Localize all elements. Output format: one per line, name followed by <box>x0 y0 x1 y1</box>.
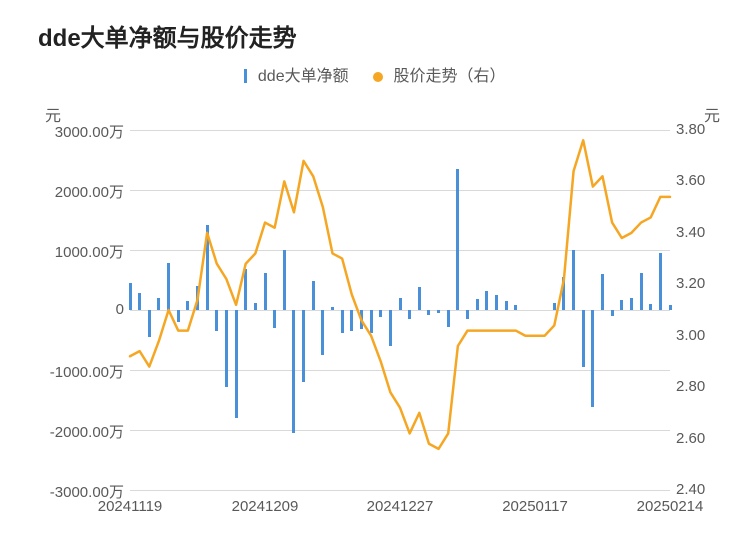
x-tick-label: 20250214 <box>637 498 704 515</box>
gridline <box>130 490 670 491</box>
legend-item-bar: dde大单净额 <box>244 62 348 86</box>
legend: dde大单净额 股价走势（右） <box>0 62 750 86</box>
line-series <box>130 130 670 490</box>
y1-tick-label: -2000.00万 <box>50 421 124 442</box>
chart-container: dde大单净额与股价走势 dde大单净额 股价走势（右） 元 元 3000.00… <box>0 0 750 558</box>
y1-tick-label: 2000.00万 <box>55 181 124 202</box>
y1-tick-label: 0 <box>116 301 124 318</box>
chart-title: dde大单净额与股价走势 <box>38 18 297 53</box>
y2-tick-label: 3.60 <box>676 172 705 189</box>
dot-legend-icon <box>373 72 383 82</box>
bar-legend-icon <box>244 69 247 83</box>
y2-tick-label: 2.80 <box>676 378 705 395</box>
x-tick-label: 20241209 <box>232 498 299 515</box>
y1-tick-label: 1000.00万 <box>55 241 124 262</box>
x-tick-label: 20241227 <box>367 498 434 515</box>
x-tick-label: 20250117 <box>502 498 568 515</box>
legend-label-bar: dde大单净额 <box>258 68 349 85</box>
y1-tick-label: 3000.00万 <box>55 121 124 142</box>
y2-tick-label: 3.20 <box>676 275 705 292</box>
price-line <box>130 140 670 449</box>
y2-tick-label: 2.60 <box>676 430 705 447</box>
legend-label-line: 股价走势（右） <box>394 68 506 85</box>
y2-tick-label: 3.40 <box>676 224 705 241</box>
legend-item-line: 股价走势（右） <box>373 62 505 86</box>
y2-tick-label: 3.80 <box>676 121 705 138</box>
y2-tick-label: 2.40 <box>676 481 705 498</box>
y2-unit-label: 元 <box>704 102 720 126</box>
y1-tick-label: -1000.00万 <box>50 361 124 382</box>
y2-tick-label: 3.00 <box>676 327 705 344</box>
plot-area <box>130 130 670 490</box>
x-tick-label: 20241119 <box>98 498 163 515</box>
